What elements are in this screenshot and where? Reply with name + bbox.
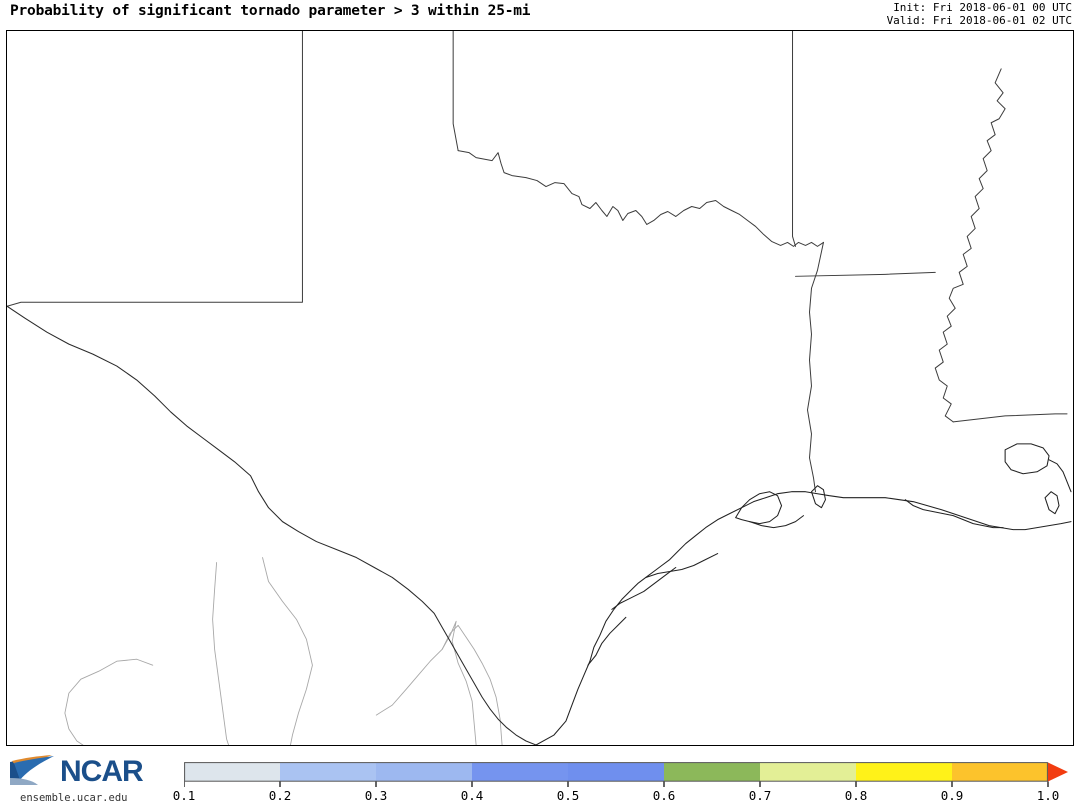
border-mexico-states-1: [212, 562, 230, 745]
border-new-mexico: [7, 31, 303, 307]
colorbar-tick-label: 0.3: [364, 788, 388, 803]
colorbar-band: [952, 762, 1048, 782]
colorbar-overflow-arrow: [1048, 762, 1068, 782]
border-louisiana-mississippi: [952, 413, 1068, 423]
colorbar-band: [856, 762, 952, 782]
border-rio-grande: [7, 305, 537, 745]
border-mexico-states-5: [441, 624, 503, 745]
header-bar: Probability of significant tornado param…: [0, 0, 1080, 30]
colorbar-band: [376, 762, 472, 782]
valid-time-label: Valid: Fri 2018-06-01 02 UTC: [886, 14, 1072, 27]
border-oklahoma-arkansas: [792, 31, 797, 247]
coastline-mississippi-delta: [1048, 459, 1072, 493]
coastline-galveston-island: [749, 515, 805, 529]
colorbar-tick-label: 0.7: [748, 788, 772, 803]
colorbar-band: [184, 762, 280, 782]
border-texas-louisiana: [806, 241, 824, 493]
colorbar-tick-label: 0.5: [556, 788, 580, 803]
page-title: Probability of significant tornado param…: [10, 3, 531, 19]
coastline-texas-gulf: [535, 491, 1072, 745]
coastline-mobile-bay: [1044, 491, 1060, 515]
colorbar-band: [760, 762, 856, 782]
border-mississippi-river: [934, 68, 1006, 423]
coastline-matagorda: [645, 553, 719, 578]
ncar-swoosh-icon: [10, 755, 54, 785]
map-panel[interactable]: [6, 30, 1074, 746]
colorbar-tick-label: 1.0: [1036, 788, 1060, 803]
colorbar-band: [664, 762, 760, 782]
colorbar-band: [280, 762, 376, 782]
colorbar-band: [568, 762, 664, 782]
border-arkansas-louisiana: [795, 271, 936, 277]
colorbar-gradient: [183, 762, 1068, 787]
colorbar-tick-label: 0.4: [460, 788, 484, 803]
border-mexico-states-2: [64, 658, 154, 745]
coastline-sabine-lake: [810, 485, 826, 509]
border-panhandle: [452, 31, 459, 152]
border-red-river: [457, 150, 824, 247]
coastline-padre-island: [587, 616, 627, 666]
init-time-label: Init: Fri 2018-06-01 00 UTC: [893, 1, 1072, 14]
forecast-time-block: Init: Fri 2018-06-01 00 UTC Valid: Fri 2…: [887, 1, 1072, 27]
colorbar-band: [472, 762, 568, 782]
ncar-url-label: ensemble.ucar.edu: [20, 792, 128, 804]
border-mexico-states-4: [375, 620, 477, 745]
coastline-corpus-bay: [611, 566, 677, 610]
coastline-louisiana-marsh: [904, 499, 1004, 529]
colorbar-tick-label: 0.6: [652, 788, 676, 803]
lake-pontchartrain: [1004, 443, 1050, 475]
map-geography: [7, 31, 1073, 745]
colorbar-tick-label: 0.1: [172, 788, 196, 803]
colorbar-tick-label: 0.2: [268, 788, 292, 803]
footer-bar: NCAR ensemble.ucar.edu 0.1 0.2 0.3 0.4 0.5 0.…: [0, 748, 1080, 810]
ncar-logo[interactable]: NCAR ensemble.ucar.edu: [8, 754, 168, 806]
colorbar-tick-label: 0.9: [940, 788, 964, 803]
colorbar-tick-label: 0.8: [844, 788, 868, 803]
colorbar[interactable]: 0.1 0.2 0.3 0.4 0.5 0.6 0.7 0.8 0.9 1.0: [173, 762, 1068, 808]
border-mexico-states-3: [262, 557, 313, 745]
ncar-wordmark: NCAR: [60, 755, 144, 788]
